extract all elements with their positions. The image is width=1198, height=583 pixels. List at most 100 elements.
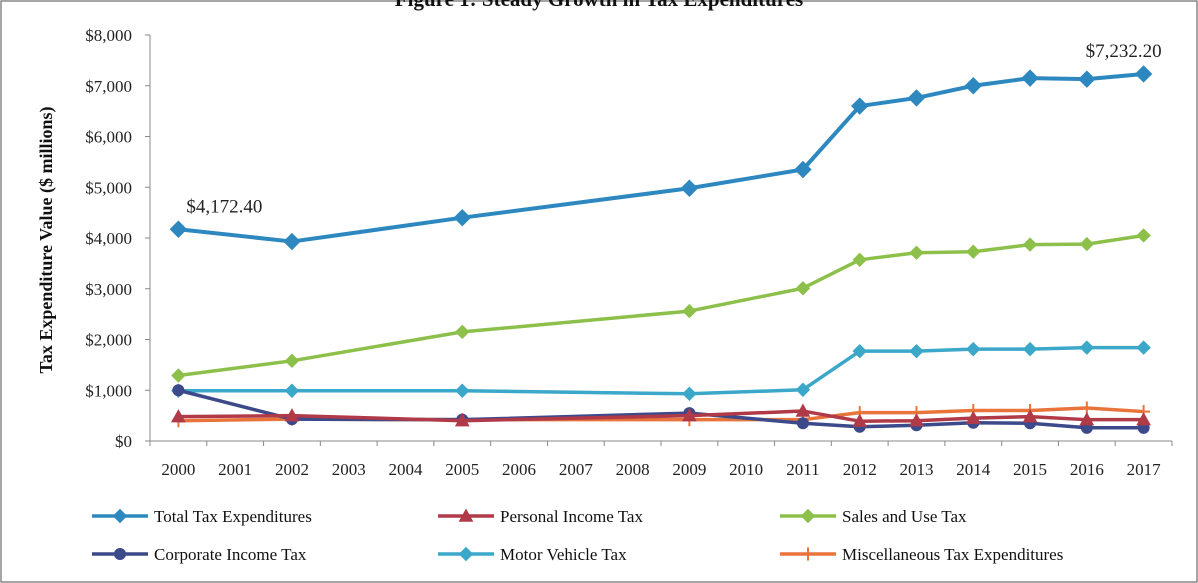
y-tick-label: $5,000 — [85, 178, 132, 197]
data-point — [907, 89, 926, 107]
legend-marker — [801, 547, 815, 561]
y-tick-label: $7,000 — [85, 77, 132, 96]
data-point — [680, 179, 699, 197]
legend-label: Sales and Use Tax — [842, 507, 967, 526]
legend-item: Total Tax Expenditures — [92, 507, 312, 526]
data-point — [1022, 341, 1038, 357]
legend-item: Corporate Income Tax — [92, 545, 307, 564]
x-tick-label: 2007 — [559, 460, 594, 479]
x-tick-label: 2003 — [332, 460, 366, 479]
legend-label: Corporate Income Tax — [154, 545, 307, 564]
data-point — [852, 252, 867, 268]
x-tick-label: 2006 — [502, 460, 536, 479]
data-point — [964, 77, 982, 95]
data-point — [453, 208, 471, 227]
data-point — [1136, 228, 1151, 243]
y-tick-label: $6,000 — [85, 128, 132, 147]
data-point — [682, 386, 697, 402]
data-point — [1079, 236, 1095, 252]
legend-label: Miscellaneous Tax Expenditures — [842, 545, 1063, 564]
legend-marker — [113, 547, 127, 561]
data-point — [1021, 69, 1039, 87]
y-tick-label: $4,000 — [85, 229, 132, 248]
data-point — [1079, 340, 1095, 355]
data-point — [796, 417, 809, 430]
data-point — [454, 413, 470, 427]
legend-item: Miscellaneous Tax Expenditures — [780, 545, 1063, 564]
data-point — [795, 403, 811, 417]
data-point — [852, 343, 867, 359]
data-point — [455, 383, 470, 398]
legend-label: Total Tax Expenditures — [154, 507, 312, 526]
x-tick-label: 2013 — [900, 460, 934, 479]
data-point — [171, 368, 186, 383]
data-point — [794, 160, 812, 179]
x-tick-label: 2014 — [956, 460, 991, 479]
data-point — [795, 281, 811, 296]
x-tick-label: 2005 — [445, 460, 479, 479]
legend-item: Motor Vehicle Tax — [438, 545, 627, 564]
x-tick-label: 2010 — [729, 460, 763, 479]
data-point — [795, 382, 811, 397]
data-point — [284, 383, 300, 398]
legend-marker — [112, 508, 128, 524]
series-motor-vehicle-tax — [171, 340, 1151, 402]
series-layer — [169, 65, 1153, 434]
data-point — [965, 410, 981, 424]
y-axis-label: Tax Expenditure Value ($ millions) — [36, 106, 57, 373]
data-label: $4,172.40 — [186, 196, 262, 217]
series-sales-and-use-tax — [171, 228, 1151, 383]
data-point — [284, 353, 300, 369]
data-point — [1079, 412, 1095, 426]
data-point — [1136, 412, 1151, 426]
y-tick-label: $2,000 — [85, 331, 132, 350]
data-point — [1022, 409, 1038, 423]
legend-item: Sales and Use Tax — [780, 507, 967, 526]
data-point — [172, 384, 185, 397]
data-point — [169, 220, 188, 238]
data-point — [455, 324, 470, 340]
data-point — [682, 303, 697, 319]
x-tick-label: 2001 — [218, 460, 252, 479]
x-tick-label: 2016 — [1070, 460, 1104, 479]
y-axis: $0 $1,000 $2,000 $3,000 $4,000 $5,000 $6,000 $7… — [85, 26, 151, 451]
series-personal-income-tax — [171, 403, 1151, 427]
y-tick-label: $1,000 — [85, 381, 132, 400]
x-tick-label: 2017 — [1127, 460, 1162, 479]
legend-marker — [458, 508, 474, 522]
x-tick-label: 2000 — [161, 460, 195, 479]
data-point — [1022, 237, 1038, 252]
y-tick-label: $3,000 — [85, 280, 132, 299]
legend-label: Personal Income Tax — [500, 507, 643, 526]
legend-marker — [458, 546, 474, 562]
data-point — [283, 232, 301, 251]
x-tick-label: 2011 — [786, 460, 819, 479]
data-label: $7,232.20 — [1086, 41, 1162, 62]
data-point — [966, 244, 981, 259]
x-tick-label: 2002 — [275, 460, 309, 479]
x-axis: 2000 2001 2002 2003 2004 2005 2006 2007 2008 2009… — [149, 440, 1173, 479]
legend-marker — [800, 508, 816, 524]
legend-label: Motor Vehicle Tax — [500, 545, 627, 564]
data-point — [284, 408, 300, 422]
data-point — [682, 408, 697, 422]
data-point — [909, 413, 924, 427]
legend-item: Personal Income Tax — [438, 507, 643, 526]
y-tick-label: $0 — [115, 432, 132, 451]
chart-title: Figure 1: Steady Growth in Tax Expenditu… — [395, 0, 803, 11]
data-point — [1134, 65, 1153, 83]
x-tick-label: 2004 — [389, 460, 424, 479]
data-point — [851, 97, 869, 115]
series-total-tax-expenditures — [169, 65, 1153, 251]
data-point — [1136, 340, 1151, 355]
data-point — [852, 413, 868, 427]
data-point — [909, 343, 924, 359]
x-tick-label: 2012 — [843, 460, 877, 479]
legend: Total Tax Expenditures Personal Income Ta… — [92, 507, 1063, 564]
data-point — [1078, 70, 1096, 88]
data-point — [966, 341, 981, 357]
annotation-layer: $4,172.40 $7,232.20 — [186, 41, 1161, 217]
data-point — [909, 245, 924, 260]
